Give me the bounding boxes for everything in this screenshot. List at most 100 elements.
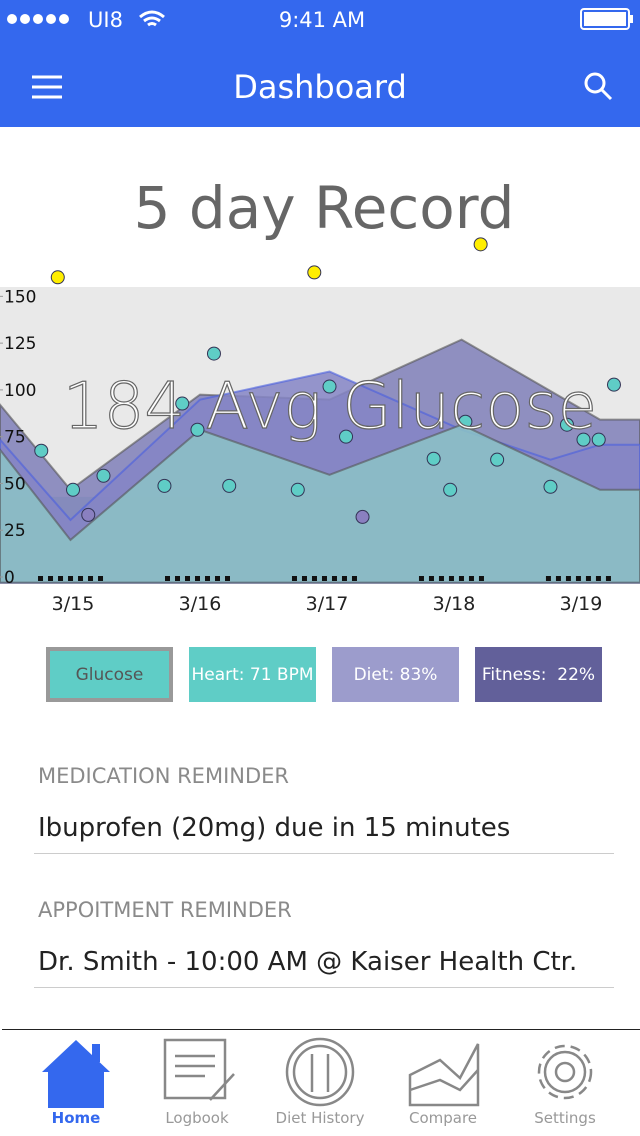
reminder-heading: APPOITMENT REMINDER bbox=[38, 898, 292, 922]
day-marker bbox=[458, 576, 464, 581]
day-marker bbox=[418, 576, 424, 581]
data-point bbox=[96, 468, 111, 483]
data-point bbox=[355, 509, 370, 524]
day-marker bbox=[555, 576, 561, 581]
legend-button[interactable]: Heart: 71 BPM bbox=[189, 647, 316, 702]
diet-icon[interactable] bbox=[285, 1037, 355, 1107]
chart-title: 5 day Record bbox=[134, 174, 515, 242]
day-marker bbox=[215, 576, 220, 581]
day-marker bbox=[585, 576, 591, 581]
data-point bbox=[206, 346, 221, 361]
day-marker bbox=[438, 576, 444, 581]
day-marker bbox=[38, 576, 44, 581]
legend-button[interactable]: Fitness: 22% bbox=[475, 647, 602, 702]
tab-label[interactable]: Diet History bbox=[275, 1109, 365, 1127]
logbook-icon[interactable] bbox=[163, 1038, 235, 1101]
reminder-text: Ibuprofen (20mg) due in 15 minutes bbox=[38, 813, 511, 843]
x-tick-label: 3/19 bbox=[560, 593, 603, 615]
data-point bbox=[606, 377, 621, 392]
legend-button[interactable]: Glucose bbox=[46, 647, 173, 702]
data-point bbox=[66, 482, 81, 497]
day-marker bbox=[428, 576, 434, 581]
data-point bbox=[559, 417, 574, 432]
y-tick-label: 25 bbox=[4, 521, 26, 541]
x-tick-label: 3/16 bbox=[179, 593, 222, 615]
day-marker bbox=[468, 576, 474, 581]
reminder-heading: MEDICATION REMINDER bbox=[38, 764, 289, 788]
y-tick-label: 75 bbox=[4, 428, 26, 448]
chart: 5 day Record 0 25 50 75 100 125 150 184 Avg Gluc… bbox=[0, 174, 640, 615]
data-point bbox=[591, 432, 606, 447]
data-point bbox=[190, 422, 205, 437]
tab-divider bbox=[2, 1029, 640, 1030]
day-marker bbox=[225, 576, 230, 581]
day-marker bbox=[351, 576, 357, 581]
day-marker bbox=[605, 576, 611, 581]
day-marker bbox=[175, 576, 180, 581]
search-button[interactable] bbox=[584, 72, 613, 101]
nav-bar: Dashboard bbox=[0, 40, 640, 127]
day-marker bbox=[331, 576, 337, 581]
settings-icon[interactable] bbox=[537, 1044, 593, 1100]
day-marker bbox=[595, 576, 601, 581]
day-marker bbox=[48, 576, 54, 581]
data-point bbox=[34, 443, 49, 458]
day-marker bbox=[341, 576, 347, 581]
home-icon[interactable] bbox=[42, 1040, 110, 1108]
y-tick-label: 125 bbox=[4, 334, 36, 354]
day-marker bbox=[448, 576, 454, 581]
day-marker bbox=[58, 576, 64, 581]
y-tick-label: 50 bbox=[4, 474, 26, 494]
data-point bbox=[222, 478, 237, 493]
data-point bbox=[576, 432, 591, 447]
carrier: UI8 bbox=[88, 8, 123, 32]
data-point bbox=[339, 429, 354, 444]
y-tick-label: 150 bbox=[4, 287, 36, 307]
tab-label[interactable]: Compare bbox=[408, 1109, 478, 1127]
tab-icons bbox=[42, 1037, 593, 1108]
tab-label[interactable]: Settings bbox=[534, 1109, 596, 1127]
day-marker bbox=[78, 576, 84, 581]
tab-label[interactable]: Logbook bbox=[165, 1109, 229, 1127]
day-marker bbox=[291, 576, 297, 581]
legend-button[interactable]: Diet: 83% bbox=[332, 647, 459, 702]
day-marker bbox=[565, 576, 571, 581]
tab-label[interactable]: Home bbox=[51, 1109, 101, 1127]
nav-title: Dashboard bbox=[233, 68, 407, 106]
day-marker bbox=[98, 576, 104, 581]
data-point bbox=[322, 379, 337, 394]
data-point bbox=[473, 237, 488, 252]
compare-icon[interactable] bbox=[408, 1043, 480, 1107]
day-marker bbox=[68, 576, 74, 581]
data-point bbox=[458, 414, 473, 429]
day-marker bbox=[575, 576, 581, 581]
menu-button[interactable] bbox=[32, 75, 62, 99]
day-marker bbox=[88, 576, 94, 581]
reminder-divider bbox=[34, 987, 614, 988]
x-tick-label: 3/18 bbox=[433, 593, 476, 615]
data-point bbox=[175, 396, 190, 411]
day-marker bbox=[205, 576, 210, 581]
time: 9:41 AM bbox=[279, 8, 365, 32]
day-marker bbox=[165, 576, 170, 581]
reminder-text: Dr. Smith - 10:00 AM @ Kaiser Health Ctr… bbox=[38, 947, 578, 977]
data-point bbox=[307, 265, 322, 280]
data-point bbox=[50, 270, 65, 285]
day-marker bbox=[478, 576, 484, 581]
data-point bbox=[490, 452, 505, 467]
day-marker bbox=[545, 576, 551, 581]
day-marker bbox=[311, 576, 317, 581]
day-marker bbox=[301, 576, 307, 581]
data-point bbox=[426, 451, 441, 466]
y-tick-label: 0 bbox=[4, 568, 15, 588]
data-point bbox=[443, 482, 458, 497]
y-tick-label: 100 bbox=[4, 381, 36, 401]
x-tick-label: 3/15 bbox=[52, 593, 95, 615]
nav-content: Dashboard bbox=[32, 68, 613, 106]
data-point bbox=[290, 482, 305, 497]
data-point bbox=[157, 478, 172, 493]
day-marker bbox=[321, 576, 327, 581]
status-icons: UI8 9:41 AM bbox=[7, 8, 633, 32]
day-marker bbox=[185, 576, 190, 581]
